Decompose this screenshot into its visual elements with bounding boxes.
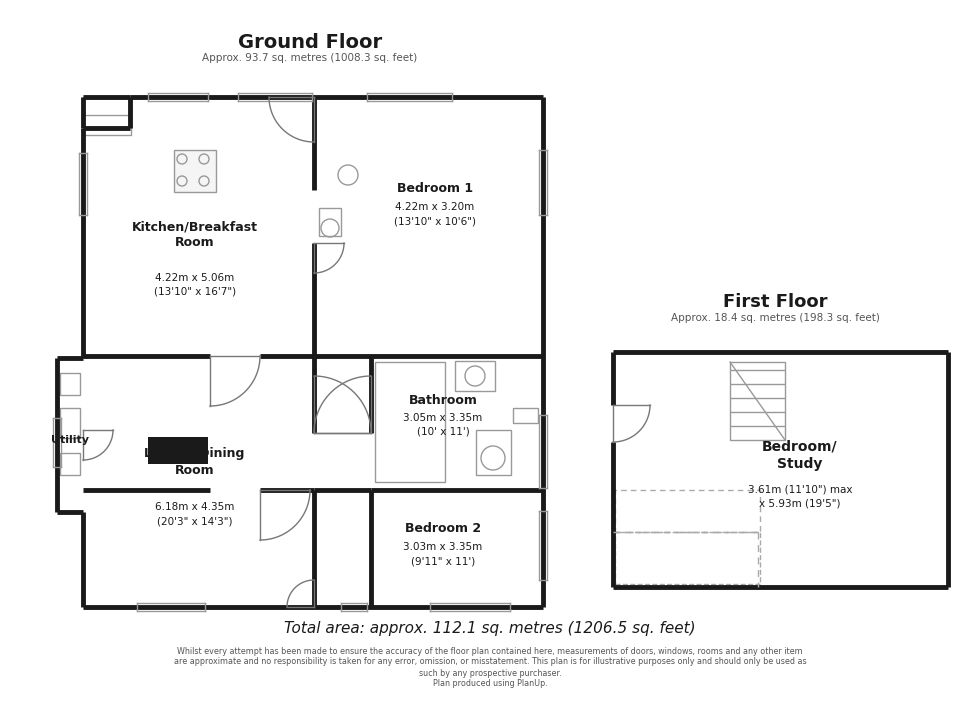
Text: 4.22m x 3.20m: 4.22m x 3.20m <box>395 202 474 212</box>
Bar <box>83 97 131 115</box>
Bar <box>730 362 785 440</box>
Text: Whilst every attempt has been made to ensure the accuracy of the floor plan cont: Whilst every attempt has been made to en… <box>177 646 803 656</box>
Text: Bedroom 1: Bedroom 1 <box>397 182 473 194</box>
Bar <box>319 208 341 236</box>
Text: (13'10" x 16'7"): (13'10" x 16'7") <box>154 287 236 297</box>
Bar <box>513 408 538 423</box>
Text: are approximate and no responsibility is taken for any error, omission, or misst: are approximate and no responsibility is… <box>173 657 807 666</box>
Bar <box>455 361 495 391</box>
Text: (20'3" x 14'3"): (20'3" x 14'3") <box>157 516 233 526</box>
Text: 3.61m (11'10") max: 3.61m (11'10") max <box>748 485 853 495</box>
Text: (13'10" x 10'6"): (13'10" x 10'6") <box>394 216 476 226</box>
Text: such by any prospective purchaser.: such by any prospective purchaser. <box>418 669 562 678</box>
Text: Total area: approx. 112.1 sq. metres (1206.5 sq. feet): Total area: approx. 112.1 sq. metres (12… <box>284 620 696 636</box>
Text: Bedroom/
Study: Bedroom/ Study <box>762 439 838 471</box>
Text: (9'11" x 11'): (9'11" x 11') <box>411 556 475 566</box>
Text: 3.03m x 3.35m: 3.03m x 3.35m <box>404 542 482 552</box>
Text: 4.22m x 5.06m: 4.22m x 5.06m <box>156 273 234 283</box>
Text: First Floor: First Floor <box>723 293 827 311</box>
Text: Bathroom: Bathroom <box>409 394 477 407</box>
Text: Utility: Utility <box>51 435 89 445</box>
Bar <box>60 408 80 438</box>
Text: Ground Floor: Ground Floor <box>238 33 382 51</box>
Bar <box>60 373 80 395</box>
Text: Approx. 18.4 sq. metres (198.3 sq. feet): Approx. 18.4 sq. metres (198.3 sq. feet) <box>670 313 879 323</box>
Text: Bedroom 2: Bedroom 2 <box>405 521 481 535</box>
Text: x 5.93m (19'5"): x 5.93m (19'5") <box>760 499 841 509</box>
Text: Plan produced using PlanUp.: Plan produced using PlanUp. <box>432 679 548 689</box>
Text: (10' x 11'): (10' x 11') <box>416 427 469 437</box>
Text: Lounge/Dining
Room: Lounge/Dining Room <box>144 448 246 476</box>
Text: 6.18m x 4.35m: 6.18m x 4.35m <box>155 502 234 512</box>
Text: 3.05m x 3.35m: 3.05m x 3.35m <box>404 413 482 423</box>
Bar <box>83 97 131 135</box>
Text: Approx. 93.7 sq. metres (1008.3 sq. feet): Approx. 93.7 sq. metres (1008.3 sq. feet… <box>203 53 417 63</box>
Bar <box>174 150 216 192</box>
Bar <box>615 532 760 584</box>
Bar <box>148 437 208 464</box>
Bar <box>375 362 445 482</box>
Bar <box>476 430 511 475</box>
Bar <box>615 490 760 532</box>
Text: Kitchen/Breakfast
Room: Kitchen/Breakfast Room <box>132 221 258 249</box>
Bar <box>60 453 80 475</box>
